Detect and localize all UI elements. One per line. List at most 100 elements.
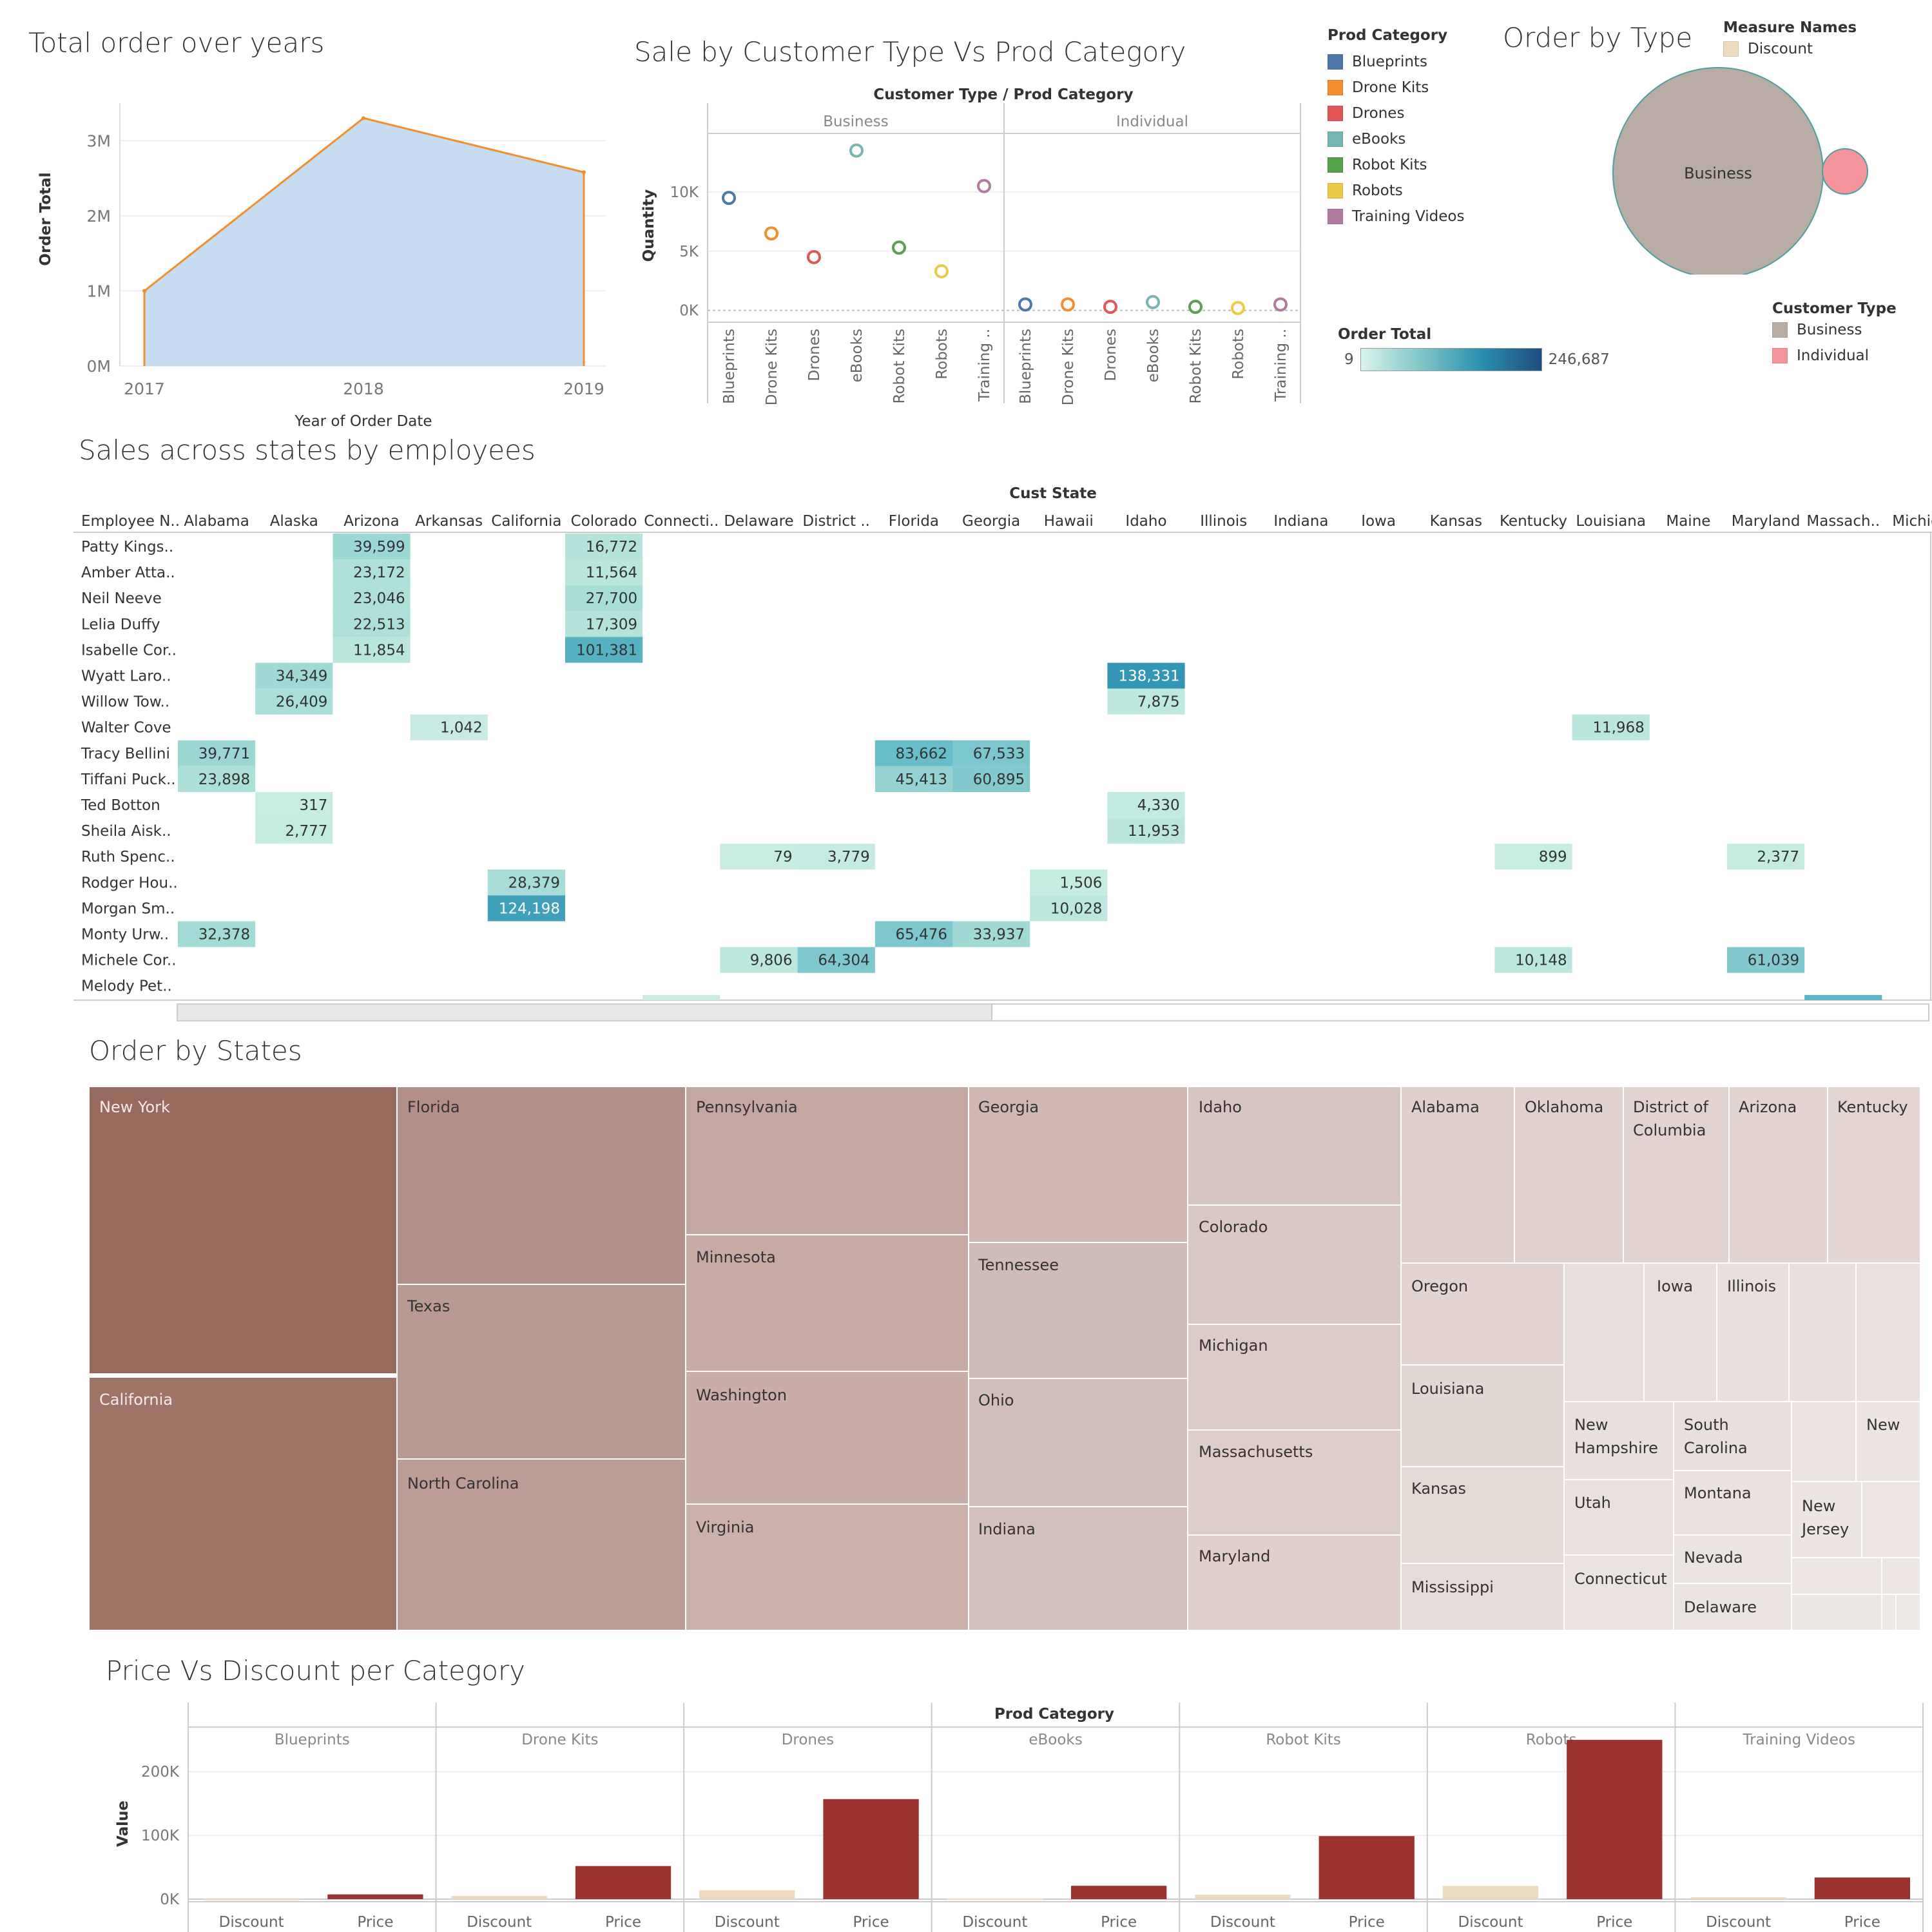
bar-robot-kits-discount bbox=[1195, 1895, 1291, 1900]
x-tick-label: Price bbox=[605, 1914, 641, 1931]
heatmap-cell-lelia-duffy-arizona bbox=[333, 611, 411, 637]
treemap-label-washington: Washington bbox=[696, 1386, 787, 1404]
measure-names-legend-label: Discount bbox=[1748, 41, 1813, 57]
treemap-tile bbox=[396, 1458, 686, 1631]
scrollbar-thumb[interactable] bbox=[178, 1005, 992, 1020]
customer-type-legend-swatch bbox=[1772, 322, 1788, 338]
treemap-label-michigan: Michigan bbox=[1199, 1337, 1268, 1355]
point-individual-drones bbox=[1103, 300, 1117, 314]
heatmap-cell-value: 45,413 bbox=[896, 771, 947, 788]
prod-category-legend-swatch bbox=[1328, 106, 1343, 121]
customer-type-legend-item-business[interactable]: Business bbox=[1772, 317, 1897, 343]
heatmap-cell-ruth-spenc-kentucky bbox=[1494, 844, 1572, 870]
heatmap-cell-value: 16,772 bbox=[586, 539, 637, 555]
prod-category-legend-item-robot-kits[interactable]: Robot Kits bbox=[1328, 152, 1465, 178]
treemap-label-arizona: Arizona bbox=[1739, 1098, 1797, 1116]
x-tick-label: Blueprints bbox=[721, 329, 738, 404]
point-business-blueprints bbox=[722, 191, 736, 206]
prod-category-legend-item-drone-kits[interactable]: Drone Kits bbox=[1328, 75, 1465, 101]
y-tick-label: 2M bbox=[87, 207, 111, 226]
heatmap-cell-value: 23,898 bbox=[198, 771, 250, 788]
column-label-alabama: Alabama bbox=[184, 513, 249, 530]
treemap-tile bbox=[1563, 1262, 1645, 1402]
heatmap-cell-value: 11,854 bbox=[353, 642, 405, 659]
treemap-tile bbox=[1791, 1594, 1882, 1631]
row-label: Michele Cor.. bbox=[81, 952, 177, 969]
x-tick-label: 2017 bbox=[124, 380, 165, 398]
column-label-kansas: Kansas bbox=[1430, 513, 1482, 530]
prod-category-legend-item-robots[interactable]: Robots bbox=[1328, 178, 1465, 204]
column-label-idaho: Idaho bbox=[1125, 513, 1166, 530]
prod-category-legend-item-training-videos[interactable]: Training Videos bbox=[1328, 204, 1465, 229]
customer-type-legend-item-individual[interactable]: Individual bbox=[1772, 343, 1897, 369]
treemap-tile bbox=[1881, 1594, 1897, 1631]
point-business-robot-kits bbox=[892, 240, 906, 255]
heatmap-cell-value: 1,506 bbox=[1060, 874, 1103, 891]
row-label: Tracy Bellini bbox=[81, 746, 170, 762]
prod-category-legend: Prod Category Blueprints Drone Kits Drones… bbox=[1328, 27, 1465, 229]
y-axis-title: Value bbox=[115, 1801, 131, 1847]
x-tick-label: Discount bbox=[219, 1914, 284, 1931]
bar-training-videos-discount bbox=[1690, 1897, 1786, 1900]
order-by-states-title: Order by States bbox=[89, 1035, 302, 1067]
x-tick-label: eBooks bbox=[849, 329, 865, 382]
x-tick-label: Training .. bbox=[976, 329, 993, 402]
heatmap-cell-neil-neeve-colorado bbox=[565, 585, 643, 612]
row-label: Amber Atta.. bbox=[81, 565, 175, 581]
row-label: Ruth Spenc.. bbox=[81, 849, 175, 865]
x-tick-label: Price bbox=[853, 1914, 889, 1931]
prod-category-legend-item-drones[interactable]: Drones bbox=[1328, 101, 1465, 126]
heatmap-cell-value: 3,779 bbox=[827, 849, 870, 865]
prod-category-legend-label: Robot Kits bbox=[1352, 157, 1427, 173]
treemap-label-florida: Florida bbox=[407, 1098, 460, 1116]
point-individual-training bbox=[1273, 297, 1288, 312]
bar-ebooks-price bbox=[1071, 1886, 1167, 1900]
column-label-michiga: Michiga bbox=[1892, 513, 1932, 530]
x-tick-label: eBooks bbox=[1145, 329, 1162, 382]
heatmap-cell-value: 10,028 bbox=[1050, 900, 1102, 917]
heatmap-cell-sheila-aisk-idaho bbox=[1107, 818, 1185, 844]
heatmap-cell-value: 11,968 bbox=[1592, 720, 1644, 737]
bar-drones-discount bbox=[699, 1890, 795, 1900]
column-label-district: District .. bbox=[802, 513, 870, 530]
heatmap-cell-isabelle-cor-arizona bbox=[333, 637, 411, 663]
row-label: Patty Kings.. bbox=[81, 539, 173, 555]
y-tick-label: 0K bbox=[679, 303, 699, 320]
treemap-label-kansas: Kansas bbox=[1411, 1480, 1466, 1498]
heatmap-cell-amber-atta-arizona bbox=[333, 559, 411, 586]
heatmap-cell-wyatt-laro-idaho bbox=[1107, 662, 1185, 689]
y-tick-label: 0K bbox=[160, 1891, 180, 1908]
heatmap-cell-value: 39,771 bbox=[198, 746, 250, 762]
treemap-tile bbox=[1563, 1479, 1674, 1556]
heatmap-cell-ruth-spenc-delaware bbox=[720, 844, 798, 870]
treemap-tile bbox=[1514, 1086, 1624, 1264]
heatmap-cell-value: 11,953 bbox=[1128, 823, 1179, 840]
point-business-training bbox=[977, 179, 991, 193]
treemap-label-columbia: Columbia bbox=[1633, 1121, 1706, 1139]
heatmap-cell-value: 32,378 bbox=[198, 927, 250, 943]
treemap-tile bbox=[1827, 1086, 1921, 1264]
heatmap-horizontal-scrollbar[interactable] bbox=[177, 1003, 1929, 1021]
prod-category-legend-item-blueprints[interactable]: Blueprints bbox=[1328, 49, 1465, 75]
column-label-connecti: Connecti.. bbox=[644, 513, 719, 530]
y-tick-label: 200K bbox=[141, 1764, 180, 1781]
bar-drone-kits-discount bbox=[451, 1896, 547, 1900]
treemap-tile bbox=[1881, 1557, 1921, 1595]
heatmap-cell-willow-tow-idaho bbox=[1107, 688, 1185, 715]
treemap-tile bbox=[1400, 1262, 1565, 1366]
point-individual-ebooks bbox=[1146, 295, 1160, 309]
measure-names-legend-item-discount[interactable]: Discount bbox=[1723, 36, 1857, 62]
heatmap-cell-willow-tow-alaska bbox=[255, 688, 333, 715]
heatmap-cell-monty-urw-georgia bbox=[952, 921, 1030, 947]
treemap-tile bbox=[968, 1506, 1188, 1631]
customer-type-legend: Customer Type Business Individual bbox=[1772, 300, 1897, 369]
heatmap-cell-walter-cove-louisiana bbox=[1572, 714, 1650, 740]
column-label-georgia: Georgia bbox=[962, 513, 1020, 530]
treemap-label-minnesota: Minnesota bbox=[696, 1248, 776, 1266]
orders-over-years-chart: 0M 1M 2M 3M 2017 2018 2019 Year of Order Date Or… bbox=[37, 103, 606, 430]
x-tick-label: Discount bbox=[1210, 1914, 1275, 1931]
heatmap-cell-wyatt-laro-alaska bbox=[255, 662, 333, 689]
treemap-label-oregon: Oregon bbox=[1411, 1277, 1468, 1295]
bar-blueprints-discount bbox=[204, 1898, 300, 1900]
prod-category-legend-item-ebooks[interactable]: eBooks bbox=[1328, 126, 1465, 152]
